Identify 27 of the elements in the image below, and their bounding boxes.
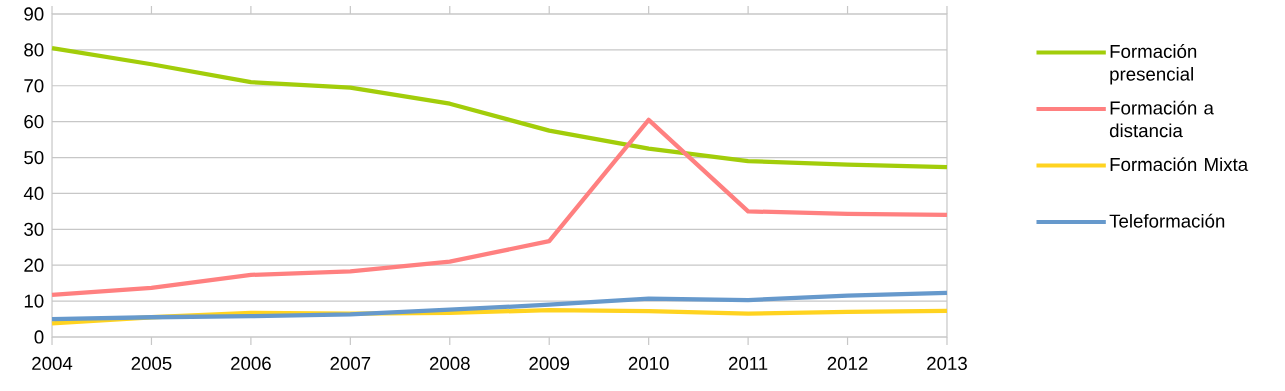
y-tick-label: 50 [24, 150, 44, 165]
x-tick-label: 2011 [728, 356, 768, 371]
x-tick-label: 2013 [927, 356, 967, 371]
x-tick-label: 2012 [827, 356, 868, 371]
x-tick-label: 2006 [231, 356, 271, 371]
legend-label: Formación a distancia [1109, 100, 1214, 138]
x-tick-label: 2010 [628, 356, 669, 371]
x-tick-label: 2008 [429, 356, 470, 371]
x-tick-label: 2005 [131, 356, 172, 371]
y-tick-label: 30 [24, 222, 44, 236]
y-tick-label: 90 [24, 7, 44, 21]
x-tick-label: 2004 [32, 356, 73, 371]
line-series [49, 45, 950, 170]
y-tick-label: 20 [24, 258, 44, 272]
y-tick-label: 60 [24, 115, 44, 129]
y-tick-label: 10 [24, 294, 44, 308]
legend-label: Formación Mixta [1110, 157, 1249, 172]
line-series [49, 117, 950, 298]
legend-label: Teleformación [1109, 213, 1225, 228]
line-series [49, 290, 950, 322]
legend-label: Formación presencial [1110, 44, 1197, 85]
y-tick-label: 40 [23, 186, 44, 201]
x-tick-label: 2009 [529, 356, 570, 371]
x-tick-label: 2007 [330, 356, 371, 371]
y-tick-label: 80 [24, 43, 44, 57]
y-tick-label: 0 [34, 330, 44, 344]
y-tick-label: 70 [24, 79, 44, 93]
